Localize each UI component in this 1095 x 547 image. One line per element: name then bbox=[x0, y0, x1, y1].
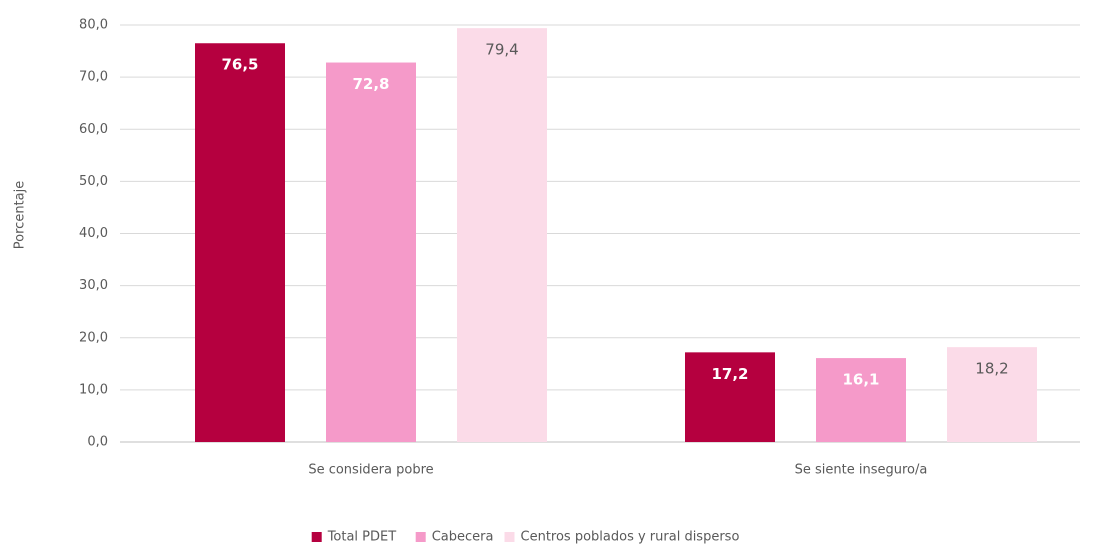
value-label: 79,4 bbox=[485, 41, 518, 59]
y-tick-label: 0,0 bbox=[87, 435, 108, 450]
y-tick-label: 80,0 bbox=[79, 18, 108, 33]
y-tick-label: 60,0 bbox=[79, 122, 108, 137]
y-tick-label: 10,0 bbox=[79, 382, 108, 397]
legend-label: Total PDET bbox=[327, 530, 397, 545]
value-label: 17,2 bbox=[711, 365, 748, 383]
x-tick-label: Se considera pobre bbox=[308, 463, 433, 478]
y-tick-label: 20,0 bbox=[79, 330, 108, 345]
y-axis-label: Porcentaje bbox=[13, 181, 28, 249]
bar bbox=[685, 352, 775, 442]
y-tick-label: 50,0 bbox=[79, 174, 108, 189]
value-label: 18,2 bbox=[975, 360, 1008, 378]
bar bbox=[195, 43, 285, 443]
legend-swatch bbox=[415, 532, 426, 542]
legend-label: Centros poblados y rural disperso bbox=[521, 530, 740, 545]
value-label: 16,1 bbox=[842, 371, 879, 389]
bar bbox=[816, 358, 906, 442]
value-label: 72,8 bbox=[352, 75, 389, 93]
value-label: 76,5 bbox=[221, 56, 258, 74]
legend-swatch bbox=[311, 532, 322, 542]
bar bbox=[326, 62, 416, 442]
legend-label: Cabecera bbox=[432, 530, 494, 545]
y-tick-label: 30,0 bbox=[79, 278, 108, 293]
bar bbox=[457, 28, 547, 442]
x-tick-label: Se siente inseguro/a bbox=[795, 463, 928, 478]
y-tick-label: 70,0 bbox=[79, 70, 108, 85]
bar bbox=[947, 347, 1037, 442]
legend-swatch bbox=[504, 532, 515, 542]
y-tick-label: 40,0 bbox=[79, 226, 108, 241]
